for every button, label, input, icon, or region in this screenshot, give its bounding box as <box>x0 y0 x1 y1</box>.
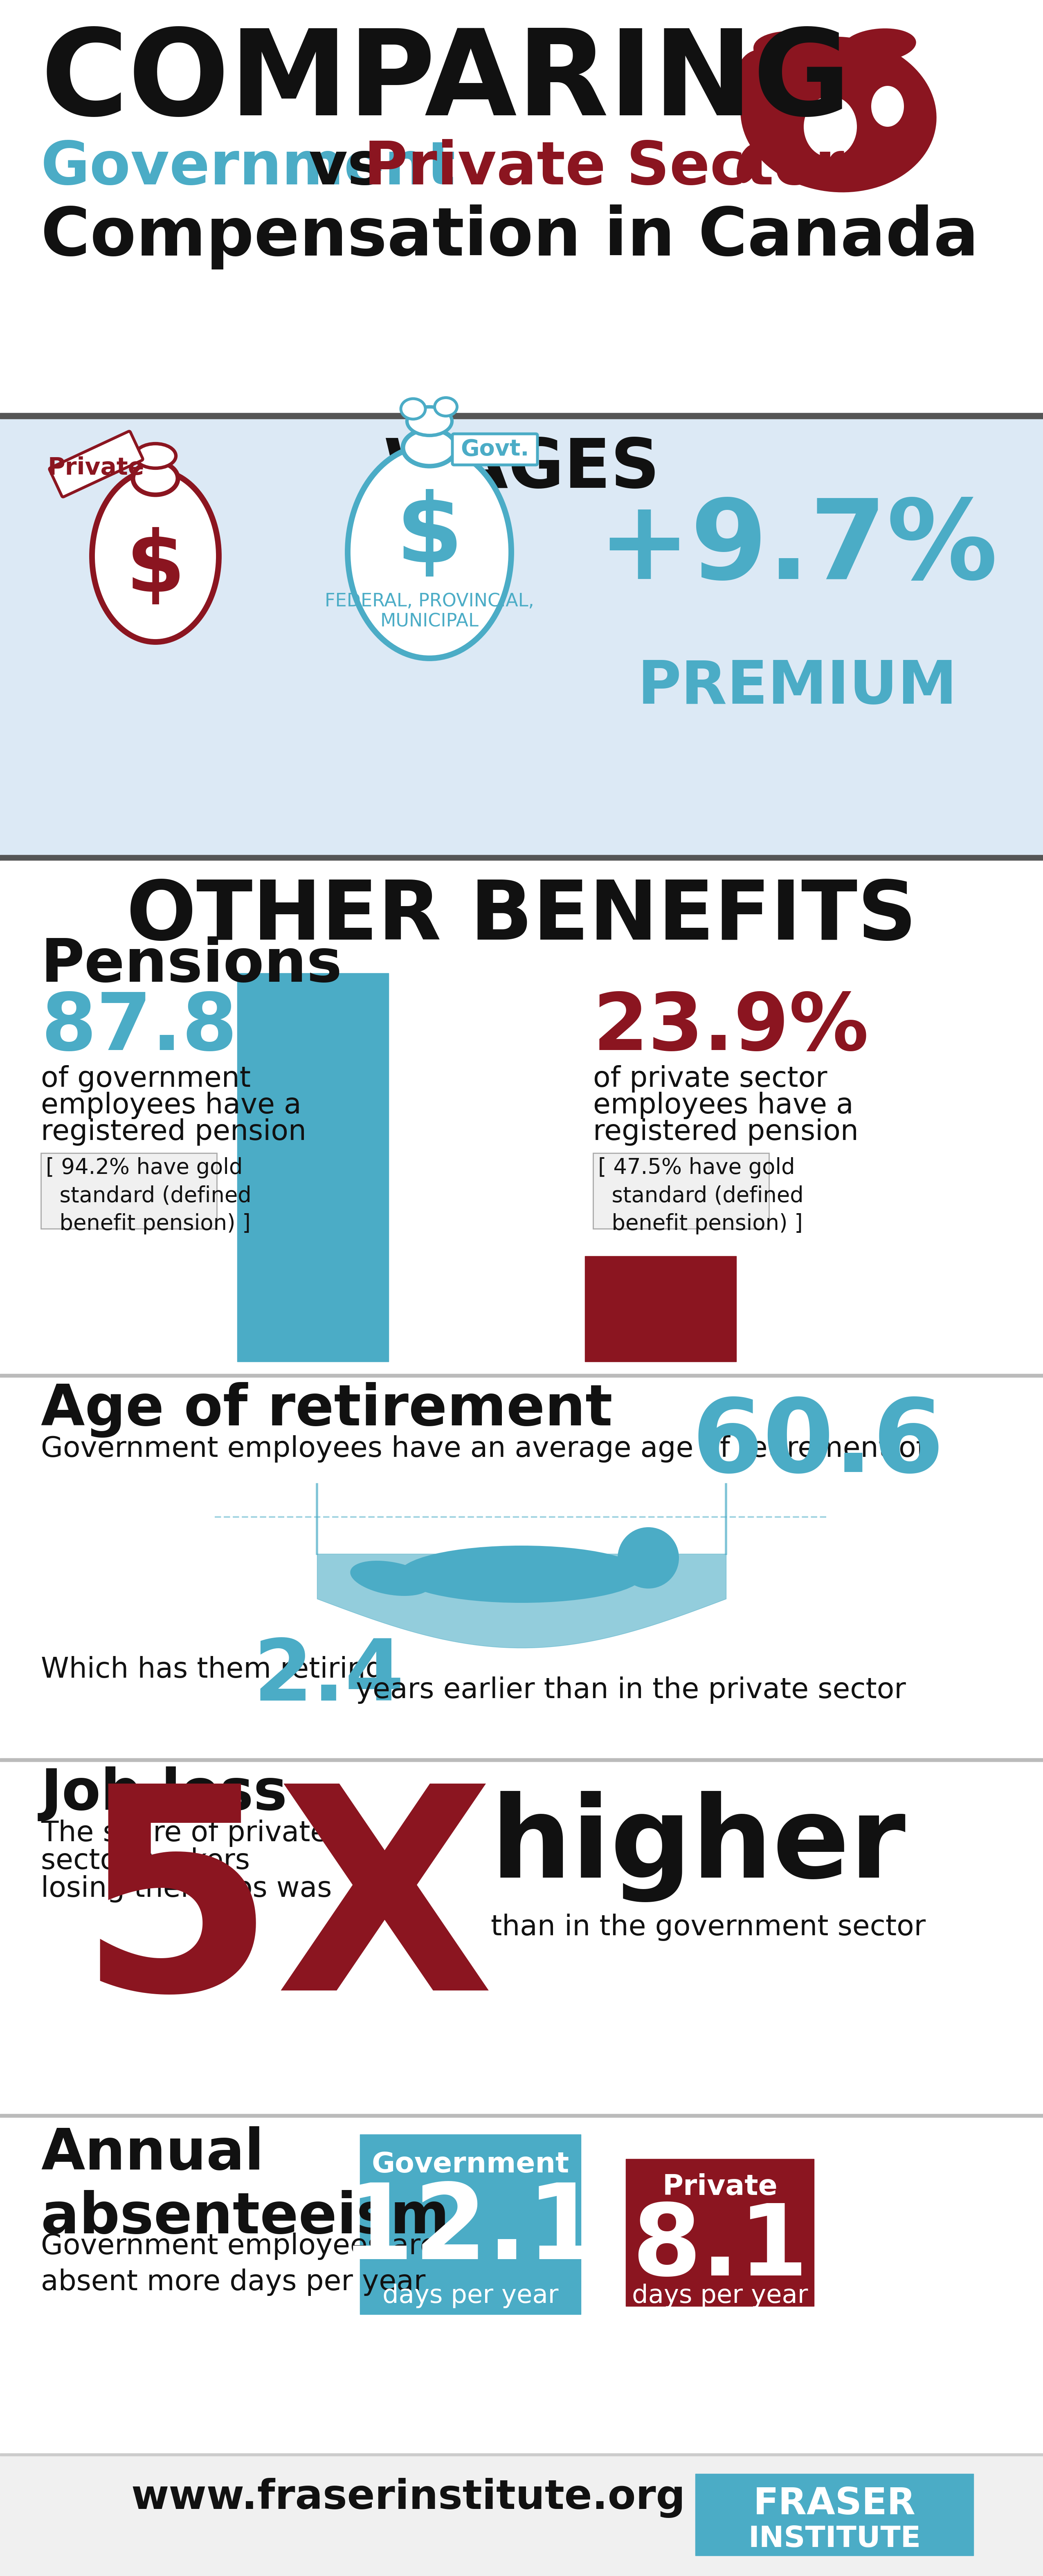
Text: Age of retirement: Age of retirement <box>41 1383 612 1437</box>
Bar <box>0 2115 1043 2117</box>
Ellipse shape <box>398 1546 645 1602</box>
Bar <box>0 1759 1043 1762</box>
Text: of private sector: of private sector <box>593 1064 827 1092</box>
Text: Govt.: Govt. <box>461 438 529 461</box>
Ellipse shape <box>435 397 457 417</box>
Text: FRASER: FRASER <box>753 2486 916 2522</box>
Circle shape <box>617 1528 679 1589</box>
Text: registered pension: registered pension <box>593 1118 858 1146</box>
Ellipse shape <box>871 85 904 126</box>
Text: Compensation in Canada: Compensation in Canada <box>41 204 978 270</box>
Ellipse shape <box>735 49 795 131</box>
Ellipse shape <box>135 443 176 469</box>
Text: INSTITUTE: INSTITUTE <box>748 2524 921 2553</box>
Text: [ 47.5% have gold
  standard (defined
  benefit pension) ]: [ 47.5% have gold standard (defined bene… <box>598 1157 803 1234</box>
Text: FEDERAL, PROVINCIAL,: FEDERAL, PROVINCIAL, <box>324 592 534 611</box>
Ellipse shape <box>843 28 916 62</box>
Text: 8.1: 8.1 <box>632 2200 808 2295</box>
Text: MUNICIPAL: MUNICIPAL <box>381 613 479 631</box>
Text: employees have a: employees have a <box>41 1092 301 1118</box>
Text: Annual
absenteeism: Annual absenteeism <box>41 2125 450 2246</box>
Bar <box>0 412 1043 420</box>
Ellipse shape <box>347 446 511 659</box>
Text: 60.6: 60.6 <box>692 1394 944 1494</box>
Bar <box>237 974 389 1363</box>
Ellipse shape <box>753 31 874 82</box>
Bar <box>41 1154 217 1229</box>
Bar <box>626 2159 814 2306</box>
Text: registered pension: registered pension <box>41 1118 307 1146</box>
Text: 23.9%: 23.9% <box>593 989 869 1066</box>
Ellipse shape <box>132 461 178 495</box>
Ellipse shape <box>407 407 452 435</box>
Text: Government: Government <box>371 2151 569 2179</box>
Ellipse shape <box>804 95 857 157</box>
FancyBboxPatch shape <box>49 430 143 497</box>
Text: Government employees are
absent more days per year: Government employees are absent more day… <box>41 2233 437 2295</box>
Text: Private: Private <box>662 2174 777 2200</box>
Text: 5X: 5X <box>78 1775 494 2050</box>
Text: 87.8%: 87.8% <box>41 989 317 1066</box>
Text: vs: vs <box>309 139 383 196</box>
Text: sector workers: sector workers <box>41 1847 250 1875</box>
Ellipse shape <box>92 471 219 641</box>
Text: Government: Government <box>41 139 456 196</box>
Text: losing their jobs was: losing their jobs was <box>41 1875 332 1904</box>
Text: COMPARING: COMPARING <box>41 26 851 139</box>
Bar <box>0 2452 1043 2576</box>
Text: PREMIUM: PREMIUM <box>637 659 957 716</box>
Text: www.fraserinstitute.org: www.fraserinstitute.org <box>130 2478 685 2517</box>
Bar <box>0 860 1043 2452</box>
Text: Job loss: Job loss <box>41 1767 288 1821</box>
Ellipse shape <box>736 144 760 183</box>
Text: than in the government sector: than in the government sector <box>491 1914 926 1940</box>
FancyBboxPatch shape <box>453 433 537 464</box>
Text: 2.4: 2.4 <box>253 1636 405 1718</box>
Text: The share of private: The share of private <box>41 1819 328 1847</box>
Bar <box>696 2473 973 2555</box>
Text: [ 94.2% have gold
  standard (defined
  benefit pension) ]: [ 94.2% have gold standard (defined bene… <box>46 1157 251 1234</box>
Ellipse shape <box>401 399 426 420</box>
FancyBboxPatch shape <box>41 1154 217 1229</box>
Text: WAGES: WAGES <box>383 435 660 502</box>
Bar <box>0 855 1043 860</box>
Text: Private: Private <box>48 456 145 479</box>
Text: Private Sector: Private Sector <box>364 139 844 196</box>
Bar <box>593 1154 769 1229</box>
Text: Government employees have an average age of retirement of: Government employees have an average age… <box>41 1435 926 1463</box>
Ellipse shape <box>403 430 456 466</box>
Ellipse shape <box>741 36 937 193</box>
Ellipse shape <box>350 1561 431 1597</box>
Bar <box>585 1257 736 1363</box>
Text: Pensions: Pensions <box>41 935 342 994</box>
Text: OTHER BENEFITS: OTHER BENEFITS <box>126 876 917 956</box>
Text: 12.1: 12.1 <box>341 2179 600 2280</box>
Text: years earlier than in the private sector: years earlier than in the private sector <box>356 1677 906 1703</box>
Text: $: $ <box>396 489 463 582</box>
Bar <box>0 412 1043 860</box>
Text: of government: of government <box>41 1064 250 1092</box>
Text: $: $ <box>126 528 185 611</box>
Text: employees have a: employees have a <box>593 1092 853 1118</box>
Bar <box>360 2136 581 2313</box>
Bar <box>0 1373 1043 1378</box>
FancyBboxPatch shape <box>593 1154 769 1229</box>
Text: Which has them retiring: Which has them retiring <box>41 1656 384 1682</box>
Bar <box>0 0 1043 412</box>
Text: +9.7%: +9.7% <box>598 495 998 603</box>
Text: days per year: days per year <box>383 2285 558 2308</box>
Text: higher: higher <box>491 1790 906 1901</box>
Text: days per year: days per year <box>632 2285 808 2308</box>
